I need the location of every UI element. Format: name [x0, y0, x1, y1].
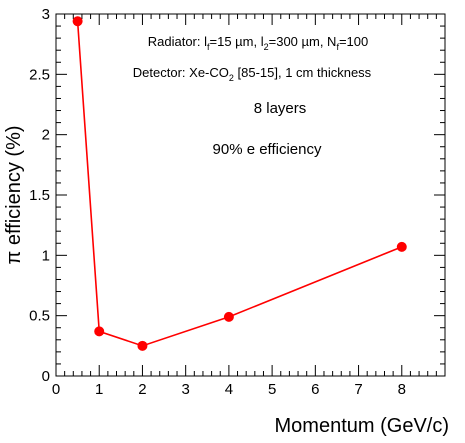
x-tick-label: 6 [311, 381, 319, 398]
y-axis-title: π efficiency (%) [3, 125, 25, 264]
x-tick-label: 8 [398, 381, 406, 398]
y-tick-label: 0 [42, 368, 50, 385]
x-tick-label: 1 [95, 381, 103, 398]
y-tick-label: 2.5 [29, 66, 50, 83]
x-tick-label: 4 [225, 381, 233, 398]
radiator-sub3: f [336, 42, 339, 52]
radiator-annotation: Radiator: lf=15 µm, l2=300 µm, Nf=100 [148, 34, 369, 52]
y-tick-label: 3 [42, 6, 50, 23]
detector-end: [85-15], 1 cm thickness [234, 65, 372, 80]
radiator-mid2: =300 µm, N [269, 34, 337, 49]
detector-annotation: Detector: Xe-CO2 [85-15], 1 cm thickness [133, 65, 372, 83]
x-tick-label: 5 [268, 381, 276, 398]
y-axis-tick-labels: 0 0.5 1 1.5 2 2.5 3 [29, 6, 50, 385]
y-axis-ticks [56, 13, 445, 377]
detector-sub: 2 [229, 73, 234, 83]
efficiency-annotation: 90% e efficiency [213, 141, 322, 158]
x-axis-ticks [55, 14, 437, 376]
radiator-sub2: 2 [264, 42, 269, 52]
detector-prefix: Detector: Xe-CO [133, 65, 229, 80]
x-tick-label: 0 [52, 381, 60, 398]
x-axis-title: Momentum (GeV/c) [275, 415, 449, 437]
radiator-mid1: =15 µm, l [210, 34, 264, 49]
layers-annotation: 8 layers [254, 100, 307, 117]
x-tick-label: 7 [354, 381, 362, 398]
radiator-prefix: Radiator: l [148, 34, 207, 49]
y-tick-label: 1 [42, 247, 50, 264]
radiator-sub1: f [207, 42, 210, 52]
y-tick-label: 0.5 [29, 308, 50, 325]
data-point [72, 16, 83, 27]
data-point [137, 340, 148, 351]
y-tick-label: 2 [42, 127, 50, 144]
x-axis-tick-labels: 0 1 2 3 4 5 6 7 8 [52, 381, 406, 398]
data-point [94, 326, 105, 337]
data-point [223, 311, 234, 322]
x-tick-label: 2 [138, 381, 146, 398]
radiator-end: =100 [339, 34, 368, 49]
series-layer [72, 16, 407, 351]
y-tick-label: 1.5 [29, 187, 50, 204]
x-tick-label: 3 [181, 381, 189, 398]
data-point [396, 241, 407, 252]
